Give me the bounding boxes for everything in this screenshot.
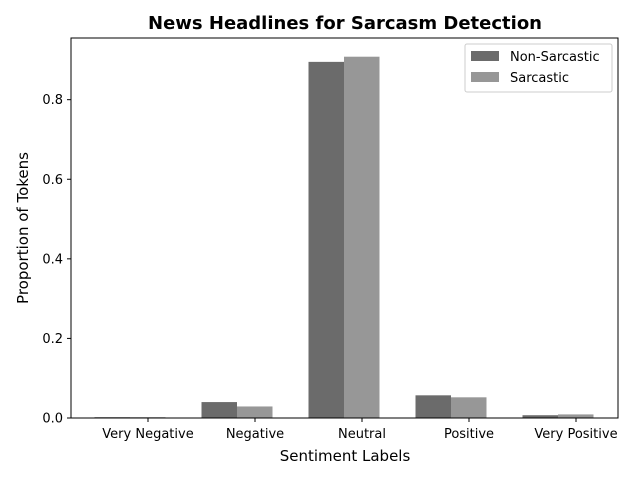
- bar-non-sarcastic-negative: [201, 402, 237, 418]
- bar-non-sarcastic-positive: [415, 395, 451, 418]
- bar-sarcastic-very-positive: [558, 414, 594, 418]
- legend-frame: [464, 43, 613, 93]
- x-tick-label: Very Positive: [534, 427, 617, 442]
- legend-swatch-sarcastic: [471, 72, 499, 82]
- bar-sarcastic-negative: [237, 406, 273, 418]
- bars-group: [94, 56, 594, 419]
- bar-non-sarcastic-neutral: [308, 61, 344, 419]
- y-tick-label: 0.2: [42, 332, 63, 347]
- bar-sarcastic-neutral: [344, 56, 380, 418]
- x-tick-label: Negative: [226, 427, 284, 442]
- x-tick-label: Positive: [444, 427, 494, 442]
- x-tick-label: Neutral: [338, 427, 386, 442]
- y-tick-label: 0.6: [42, 173, 63, 188]
- y-axis: 0.0 0.2 0.4 0.6 0.8: [42, 93, 71, 427]
- x-axis: Very Negative Negative Neutral Positive Very…: [102, 418, 618, 442]
- y-tick-label: 0.0: [42, 412, 63, 427]
- x-axis-label: Sentiment Labels: [280, 447, 411, 465]
- legend-label-sarcastic: Sarcastic: [510, 71, 569, 86]
- bar-non-sarcastic-very-positive: [522, 415, 558, 418]
- legend: Non-Sarcastic Sarcastic: [464, 43, 613, 93]
- y-tick-label: 0.4: [42, 252, 63, 267]
- x-tick-label: Very Negative: [102, 427, 193, 442]
- chart-title: News Headlines for Sarcasm Detection: [148, 13, 542, 34]
- y-axis-label: Proportion of Tokens: [14, 152, 32, 304]
- y-tick-label: 0.8: [42, 93, 63, 108]
- bar-sarcastic-positive: [451, 397, 487, 418]
- plot-frame: [70, 37, 619, 419]
- legend-swatch-non-sarcastic: [471, 51, 499, 61]
- legend-label-non-sarcastic: Non-Sarcastic: [510, 50, 600, 65]
